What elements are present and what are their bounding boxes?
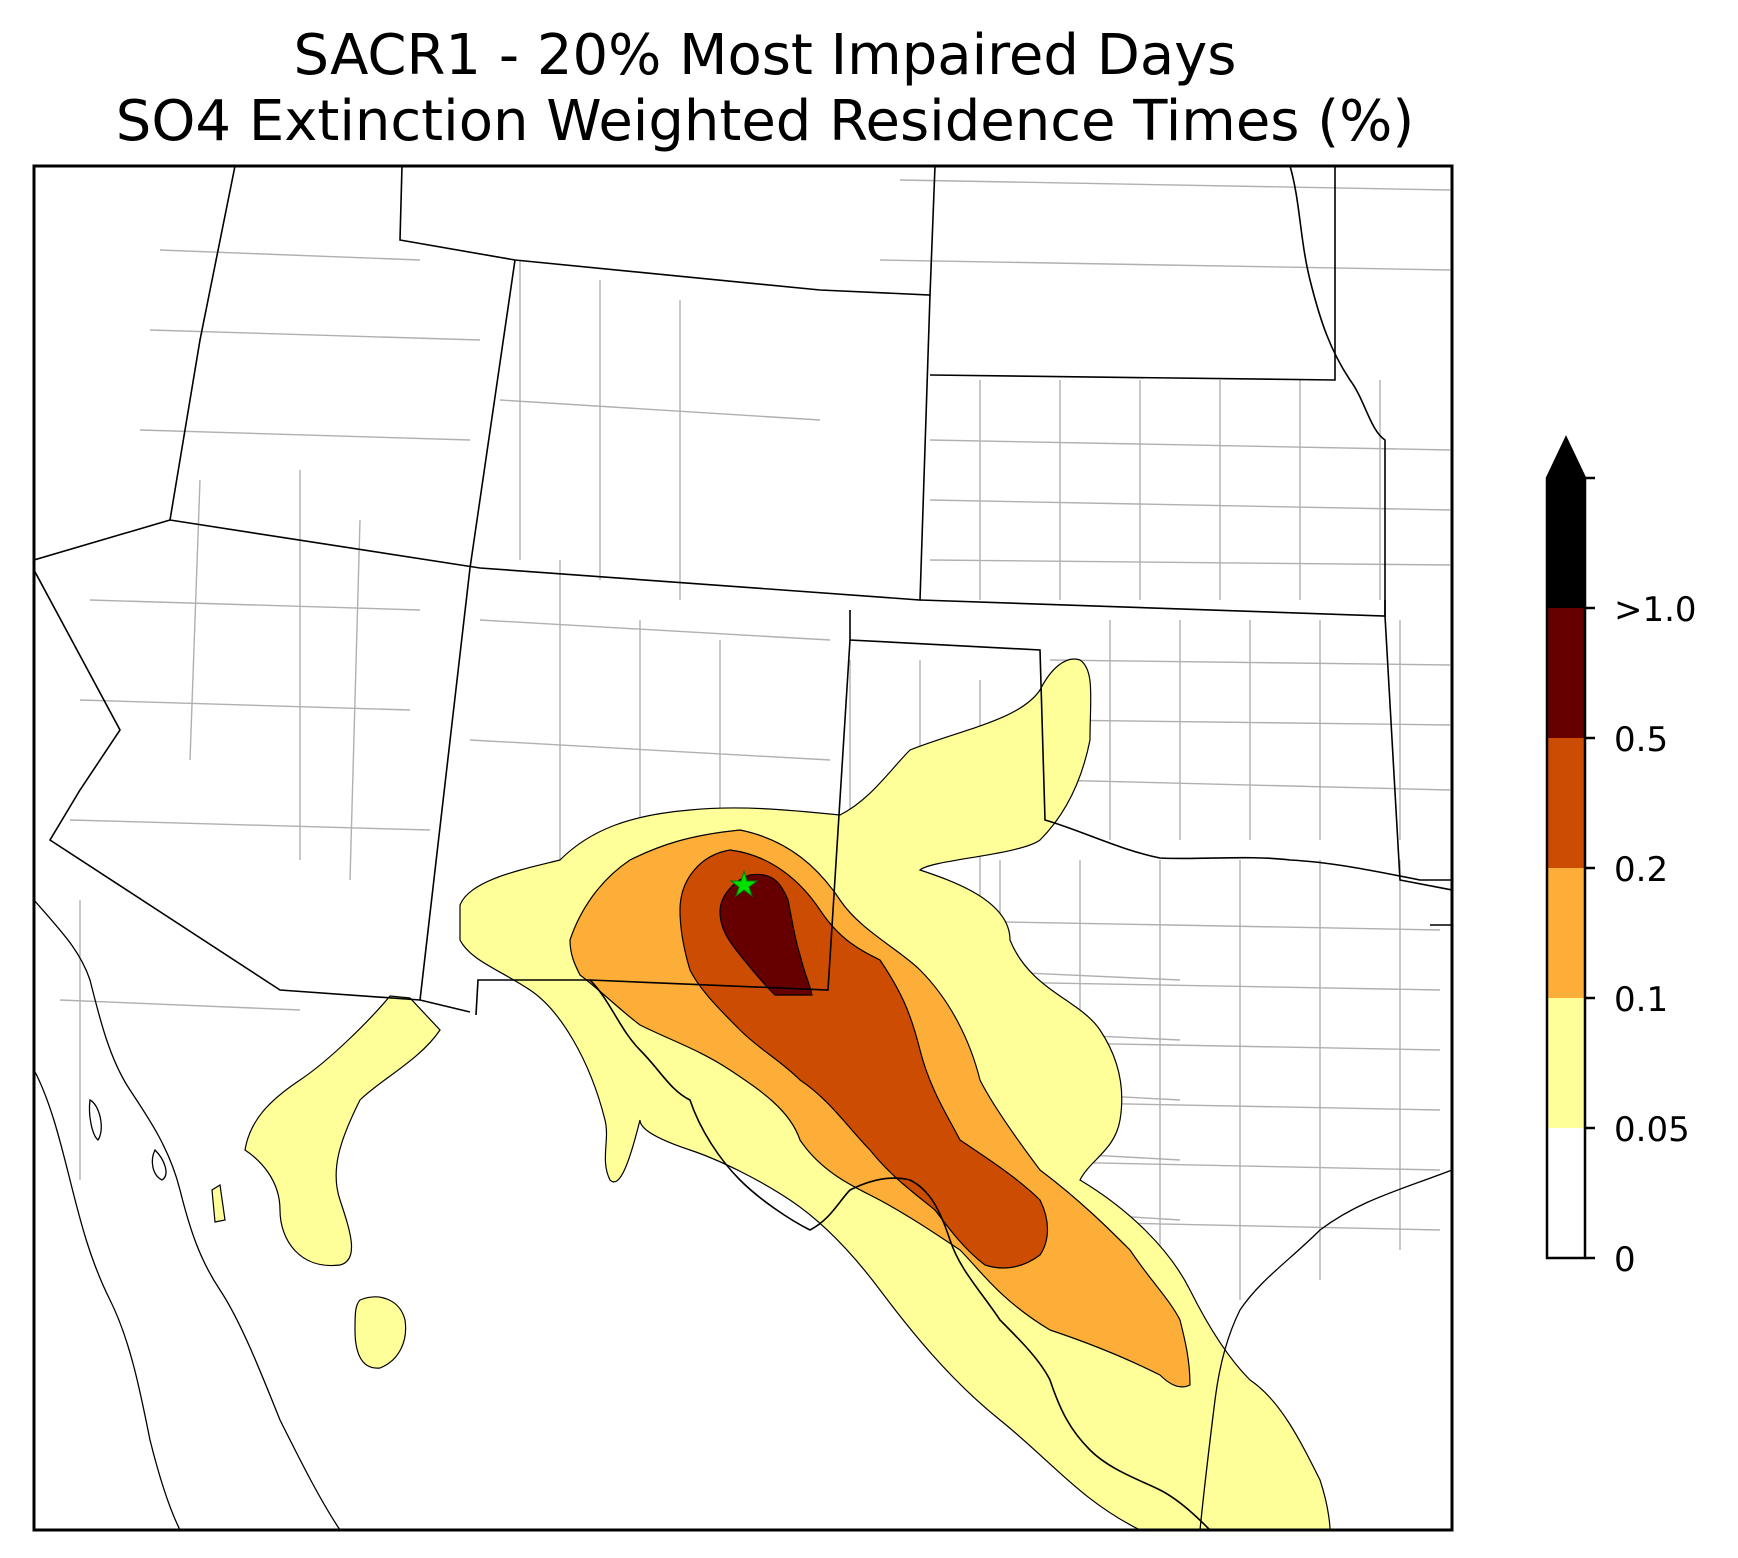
contour-fill-0.5-1.0: [719, 873, 813, 996]
colorbar-bin-0.1-0.2: [1547, 868, 1585, 998]
star-icon: [729, 869, 759, 898]
map-frame: [32, 164, 1454, 1532]
map-title-line-2: SO4 Extinction Weighted Residence Times …: [115, 89, 1415, 154]
colorbar-extend-arrow: [1547, 438, 1585, 478]
colorbar-bin-0-0.05: [1547, 1128, 1585, 1258]
colorbar: [1545, 435, 1595, 1260]
colorbar-tick-label: 0.1: [1614, 980, 1669, 1020]
colorbar-bin-0.5-1.0: [1547, 608, 1585, 738]
state-boundaries: [34, 166, 1452, 1530]
colorbar-bin-0.2-0.5: [1547, 738, 1585, 868]
colorbar-tick-label: 0.2: [1614, 850, 1669, 890]
colorbar-tick-label: 0.05: [1614, 1110, 1690, 1150]
coastline: [34, 899, 1452, 1530]
map-title-line-1: SACR1 - 20% Most Impaired Days: [293, 23, 1237, 88]
colorbar-tick-label: 0.5: [1614, 720, 1669, 760]
colorbar-tick-label: >1.0: [1614, 590, 1697, 630]
colorbar-bin-gt1: [1547, 478, 1585, 608]
colorbar-tick-label: 0: [1614, 1240, 1636, 1280]
colorbar-bin-0.05-0.1: [1547, 998, 1585, 1128]
